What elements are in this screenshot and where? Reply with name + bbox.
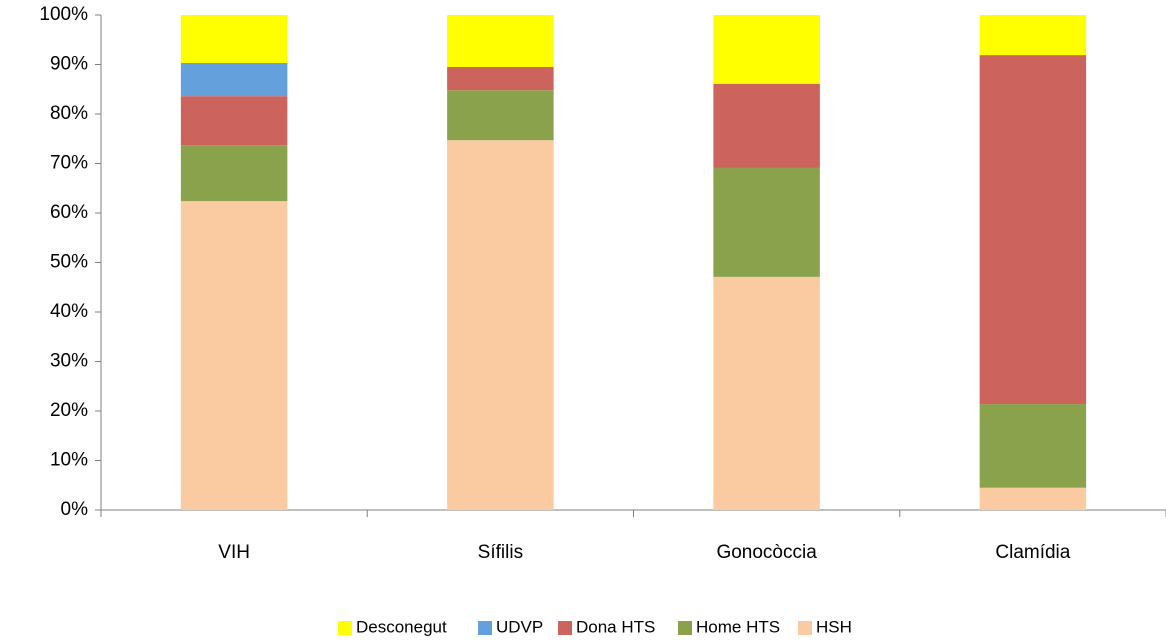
bar-segment (180, 63, 288, 97)
bar-segment (713, 276, 820, 510)
bar-segment (447, 15, 554, 67)
bar-segment (979, 487, 1087, 510)
x-tick-label: Sífilis (478, 542, 523, 563)
legend-label: Home HTS (696, 617, 780, 636)
legend-swatch (478, 621, 492, 635)
y-tick-label: 100% (39, 4, 88, 25)
y-tick-label: 20% (50, 400, 88, 421)
y-tick-label: 40% (50, 301, 88, 322)
legend-swatch (558, 621, 572, 635)
bar-segment (713, 15, 820, 84)
bar-segment (713, 167, 820, 277)
x-tick-label: VIH (218, 542, 250, 563)
x-tick-label: Clamídia (995, 542, 1070, 563)
legend-label: Desconegut (356, 617, 447, 636)
bar-segment (447, 90, 554, 141)
y-tick-label: 50% (50, 252, 88, 273)
y-tick-label: 70% (50, 153, 88, 174)
legend-label: Dona HTS (576, 617, 655, 636)
bar-segment (180, 96, 288, 146)
bar-segment (979, 15, 1087, 56)
legend-label: UDVP (496, 617, 543, 636)
y-tick-label: 10% (50, 450, 88, 471)
x-tick-label: Gonocòccia (716, 542, 817, 563)
y-tick-label: 30% (50, 351, 88, 372)
bar-segment (979, 404, 1087, 488)
bar-segment (447, 140, 554, 511)
y-tick-label: 60% (50, 202, 88, 223)
legend-label: HSH (816, 617, 852, 636)
legend-swatch (798, 621, 812, 635)
y-tick-label: 0% (61, 499, 89, 520)
bar-segment (713, 83, 820, 168)
bar-segment (180, 145, 288, 202)
bar-segment (180, 201, 288, 510)
y-tick-label: 90% (50, 54, 88, 75)
bar-segment (979, 55, 1087, 405)
legend-swatch (678, 621, 692, 635)
bar-segment (180, 15, 288, 64)
legend-swatch (338, 621, 352, 635)
bar-segment (447, 66, 554, 91)
y-tick-label: 80% (50, 103, 88, 124)
